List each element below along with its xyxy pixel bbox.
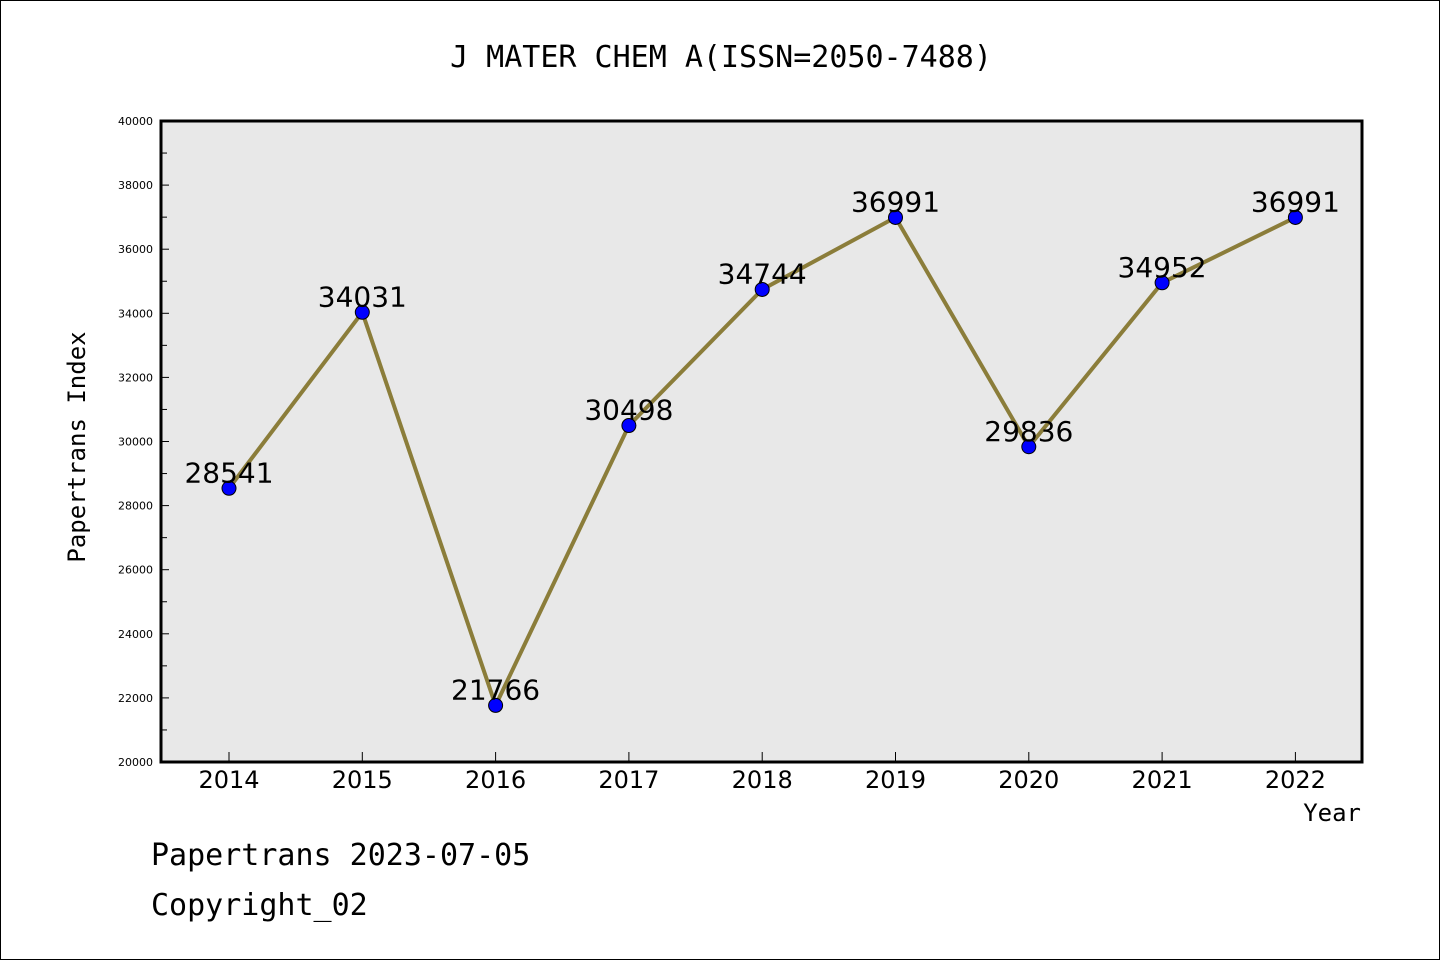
x-tick-label: 2014 [198, 766, 259, 794]
x-tick-label: 2019 [865, 766, 926, 794]
y-tick-label: 20000 [118, 756, 153, 769]
y-axis: 20000 22000 24000 26000 28000 30000 32000 34000… [118, 115, 169, 769]
y-tick-label: 34000 [118, 307, 153, 320]
data-label: 34744 [718, 257, 807, 290]
x-tick-label: 2021 [1132, 766, 1193, 794]
data-point [621, 418, 637, 434]
data-point [1021, 439, 1037, 455]
data-point [488, 697, 504, 713]
y-tick-label: 40000 [118, 115, 153, 128]
data-label: 36991 [851, 185, 940, 218]
y-tick-label: 36000 [118, 243, 153, 256]
footer-date: Papertrans 2023-07-05 [151, 838, 530, 873]
data-point [754, 281, 770, 297]
data-label: 34952 [1118, 251, 1207, 284]
y-axis-label: Papertrans Index [63, 331, 91, 562]
data-label: 36991 [1251, 185, 1340, 218]
x-tick-label: 2015 [332, 766, 393, 794]
x-tick-label: 2022 [1265, 766, 1326, 794]
x-axis: 2014 2015 2016 2017 2018 2019 2020 2021 2022 [198, 752, 1326, 794]
footer-copyright: Copyright_02 [151, 888, 368, 923]
data-label: 21766 [451, 673, 540, 706]
data-points [221, 209, 1303, 713]
data-label: 28541 [184, 456, 273, 489]
chart-title: J MATER CHEM A(ISSN=2050-7488) [450, 40, 992, 75]
data-label: 30498 [584, 394, 673, 427]
y-tick-label: 38000 [118, 179, 153, 192]
y-tick-label: 26000 [118, 564, 153, 577]
data-point [354, 304, 370, 320]
data-point [1287, 209, 1303, 225]
data-point [888, 209, 903, 225]
data-point [1154, 275, 1170, 291]
data-point [221, 480, 237, 496]
y-tick-label: 28000 [118, 500, 153, 513]
data-labels: 28541 34031 21766 30498 34744 36991 29836 34952… [184, 185, 1339, 706]
y-tick-label: 22000 [118, 692, 153, 705]
x-tick-label: 2018 [732, 766, 793, 794]
x-axis-label: Year [1303, 799, 1361, 827]
x-tick-label: 2017 [598, 766, 659, 794]
x-tick-label: 2016 [465, 766, 526, 794]
y-tick-label: 24000 [118, 628, 153, 641]
plot-area [159, 119, 1364, 764]
data-label: 29836 [984, 415, 1073, 448]
x-tick-label: 2020 [998, 766, 1059, 794]
data-label: 34031 [318, 280, 407, 313]
y-tick-label: 30000 [118, 436, 153, 449]
y-tick-label: 32000 [118, 371, 153, 384]
